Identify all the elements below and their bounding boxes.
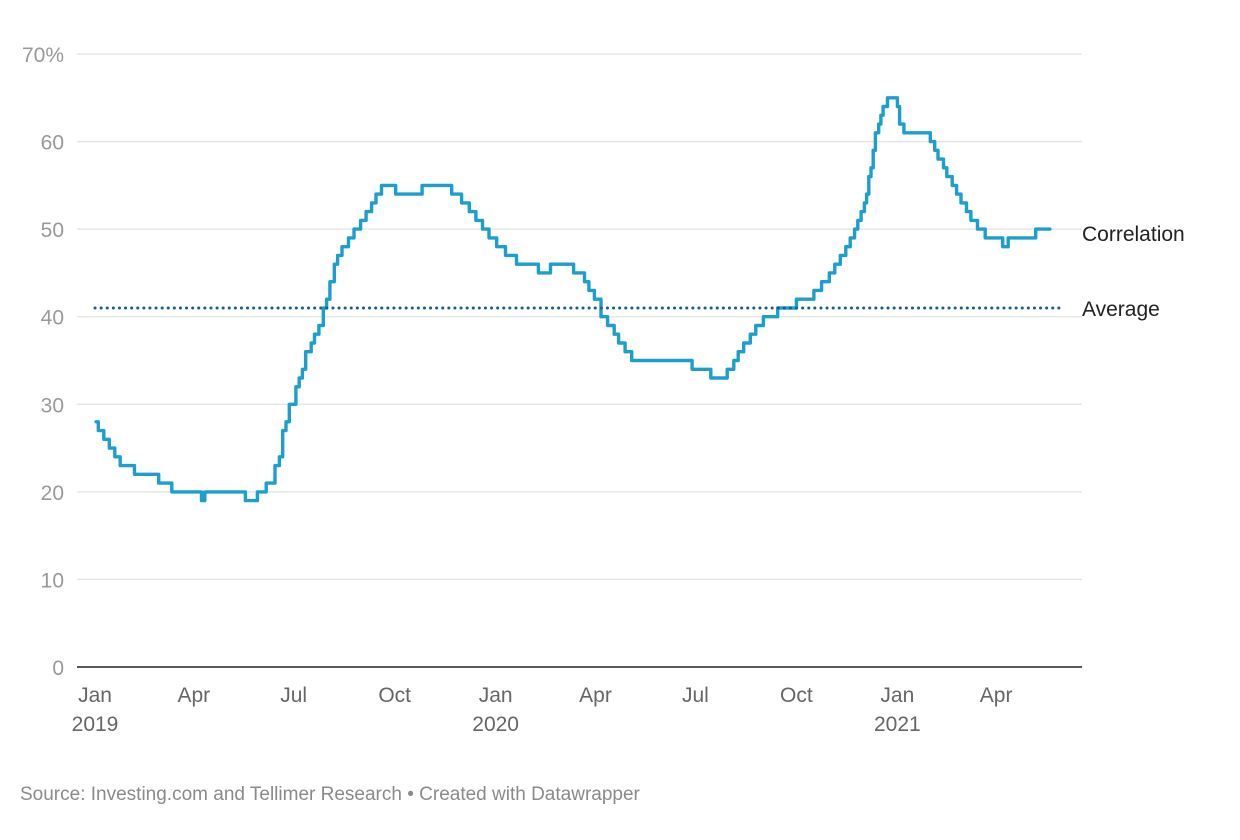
- correlation-line: [94, 96, 1052, 503]
- gridlines: [77, 53, 1082, 668]
- x-tick-label: Jan: [78, 684, 112, 707]
- x-tick-label: Jul: [682, 684, 709, 707]
- x-tick-year-label: 2021: [874, 713, 921, 736]
- x-tick-label: Oct: [780, 684, 813, 707]
- series-lines: [93, 96, 1064, 503]
- x-tick-label: Apr: [579, 684, 612, 707]
- x-tick-label: Apr: [980, 684, 1013, 707]
- y-axis-tick-labels: 0 10 20 30 40 50 60 70%: [22, 44, 64, 680]
- x-tick-year-label: 2019: [72, 713, 119, 736]
- series-labels: Correlation Average: [1082, 223, 1185, 321]
- y-tick-label: 20: [41, 482, 64, 505]
- x-tick-label: Apr: [177, 684, 210, 707]
- y-tick-label: 30: [41, 394, 64, 417]
- correlation-chart: 0 10 20 30 40 50 60 70% Jan 2019 Apr Jul Oct Jan 2020…: [22, 44, 1185, 736]
- y-tick-label: 50: [41, 219, 64, 242]
- y-tick-label: 60: [41, 132, 64, 155]
- x-tick-year-label: 2020: [472, 713, 519, 736]
- x-tick-label: Jul: [280, 684, 307, 707]
- average-label: Average: [1082, 298, 1160, 321]
- y-tick-label: 10: [41, 569, 64, 592]
- correlation-label: Correlation: [1082, 223, 1185, 246]
- x-tick-label: Jan: [880, 684, 914, 707]
- y-tick-label: 70%: [22, 44, 64, 67]
- y-tick-label: 40: [41, 307, 64, 330]
- x-tick-label: Oct: [378, 684, 411, 707]
- x-tick-label: Jan: [479, 684, 513, 707]
- y-tick-label: 0: [52, 657, 64, 680]
- x-axis-tick-labels: Jan 2019 Apr Jul Oct Jan 2020 Apr Jul Oct Jan 2021 A…: [72, 684, 1013, 736]
- source-note: Source: Investing.com and Tellimer Resea…: [20, 784, 640, 805]
